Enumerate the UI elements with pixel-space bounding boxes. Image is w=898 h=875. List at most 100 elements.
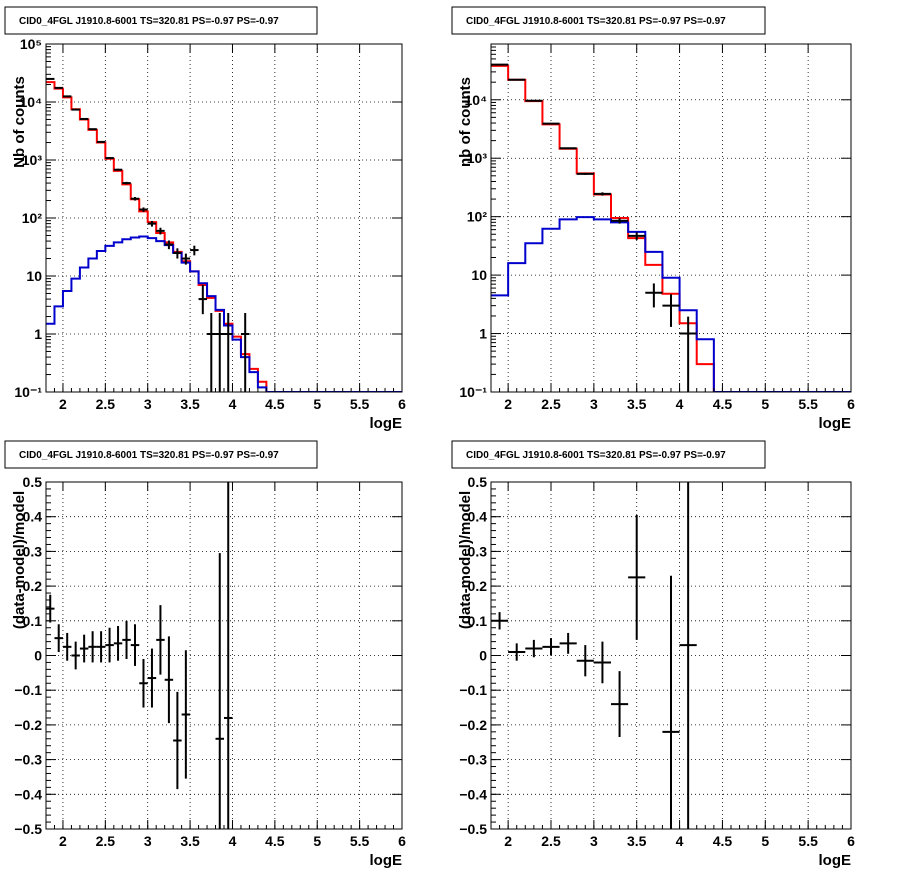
data-point [122,181,131,185]
y-tick-label: −0.4 [459,786,487,802]
data-point [679,316,697,392]
data-point [54,624,63,653]
y-tick-label: 10² [22,210,43,226]
data-point [130,197,140,201]
y-tick-label: 0.1 [23,613,43,629]
chart-panel-3: 2 2.5 3 3.5 4 4.5 5 5.5 6 −0.5 −0.4 −0.3 −0.2 −0.1 0 0.… [4,440,406,869]
data-point [139,207,148,212]
y-tick-label: 0.1 [468,613,488,629]
data-point [113,626,123,661]
x-tick-label: 4.5 [713,833,733,849]
x-tick-label: 3.5 [627,396,647,412]
x-tick-label: 4 [676,396,684,412]
y-tick-label: 0.2 [468,578,488,594]
y-tick-label: 0 [479,648,487,664]
x-tick-label: 4 [676,833,684,849]
y-axis-title: nb of counts [457,77,474,167]
data-point [198,284,208,315]
y-tick-label: −0.2 [14,717,42,733]
data-point [62,632,72,661]
data-point [122,620,131,659]
data-point [105,627,114,663]
x-tick-label: 6 [398,396,406,412]
data-point [576,172,594,175]
y-tick-label: −0.3 [459,752,487,768]
x-tick-label: 2 [504,833,512,849]
y-tick-label: 0 [34,648,42,664]
chart-title-box [451,440,766,469]
x-tick-label: 2 [59,396,67,412]
x-tick-label: 2.5 [96,396,116,412]
y-tick-label: 0.5 [23,474,43,490]
data-point [593,192,611,196]
data-point [79,634,89,663]
x-tick-label: 4.5 [265,396,285,412]
x-axis-title: logE [370,852,403,869]
y-tick-label: 0.4 [468,509,488,525]
y-tick-label: 0.5 [468,474,488,490]
y-tick-label: −0.2 [459,717,487,733]
y-tick-label: 10⁻¹ [459,384,487,400]
x-tick-label: 6 [847,833,855,849]
data-point [164,636,174,724]
x-tick-label: 3 [590,396,598,412]
data-point [215,313,224,392]
plot-frame [490,43,852,393]
plot-frame [45,481,403,830]
data-point [240,313,250,392]
histogram-series-2 [46,235,402,392]
data-point [628,232,646,240]
x-axis-title: logE [819,415,852,432]
x-tick-label: 5 [313,396,321,412]
histogram-series-2 [491,216,851,392]
data-point [593,641,611,684]
data-point [611,218,629,224]
y-axis-title: Nb of counts [11,76,28,168]
data-point [71,108,80,111]
x-axis-title: logE [370,415,403,432]
data-point [611,671,629,738]
chart-title: CID0_4FGL J1910.8-6001 TS=320.81 PS=-0.9… [466,16,726,27]
y-tick-label: 1 [34,326,42,342]
data-point [662,575,680,829]
y-tick-label: 1 [479,326,487,342]
data-point [139,658,148,708]
data-point [113,168,123,171]
data-point [96,140,106,143]
y-tick-label: −0.3 [14,752,42,768]
x-tick-label: 3.5 [180,833,200,849]
data-point [207,313,216,392]
data-point [164,240,174,250]
y-tick-label: 0.3 [468,543,488,559]
data-point [96,631,106,663]
x-tick-label: 5.5 [798,833,818,849]
x-tick-label: 5.5 [350,396,370,412]
data-point [181,253,191,265]
data-point [156,605,165,675]
data-point [88,128,97,131]
y-tick-label: −0.4 [14,786,42,802]
y-tick-label: 10³ [467,150,488,166]
y-tick-label: 10³ [22,152,43,168]
y-axis-title: (data-model)/model [11,491,28,629]
data-point [105,157,114,160]
chart-title-box [4,440,318,469]
data-point [508,643,526,661]
plot-area [46,482,233,829]
data-point [71,641,80,670]
plot-frame [45,43,403,393]
data-point [559,147,577,150]
data-point [215,553,224,829]
data-point [173,248,182,259]
histogram-series-1 [46,81,402,392]
data-point [79,117,89,120]
data-point [88,631,97,663]
y-tick-label: −0.1 [14,682,42,698]
data-point [156,227,165,235]
x-tick-label: 2 [59,833,67,849]
y-tick-label: 10⁻¹ [14,384,42,400]
data-point [46,594,55,623]
y-tick-label: 0.3 [23,543,43,559]
x-tick-label: 6 [398,833,406,849]
